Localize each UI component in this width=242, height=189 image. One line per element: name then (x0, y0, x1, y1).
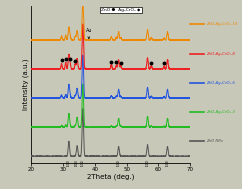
Text: ZnO ●  Ag₂CrO₄ ◆: ZnO ● Ag₂CrO₄ ◆ (101, 8, 141, 12)
Text: ZnO NRs: ZnO NRs (206, 139, 223, 143)
Text: ZnO-Ag₂CrO₄-3: ZnO-Ag₂CrO₄-3 (206, 110, 235, 114)
Text: Au: Au (86, 28, 92, 39)
Text: (102): (102) (117, 158, 121, 166)
Text: (100): (100) (67, 158, 71, 166)
Text: ZnO-Ag₂CrO₄-10: ZnO-Ag₂CrO₄-10 (206, 22, 237, 26)
Text: (103): (103) (166, 158, 169, 166)
Y-axis label: Intensity (a.u.): Intensity (a.u.) (22, 58, 29, 110)
Text: (110): (110) (145, 158, 150, 166)
Text: ZnO-Ag₂CrO₄-8: ZnO-Ag₂CrO₄-8 (206, 52, 235, 56)
Text: (101): (101) (81, 158, 85, 166)
X-axis label: 2Theta (deg.): 2Theta (deg.) (87, 174, 135, 180)
Text: (002): (002) (75, 158, 79, 166)
Text: ZnO-Ag₂CrO₄-6: ZnO-Ag₂CrO₄-6 (206, 81, 235, 84)
